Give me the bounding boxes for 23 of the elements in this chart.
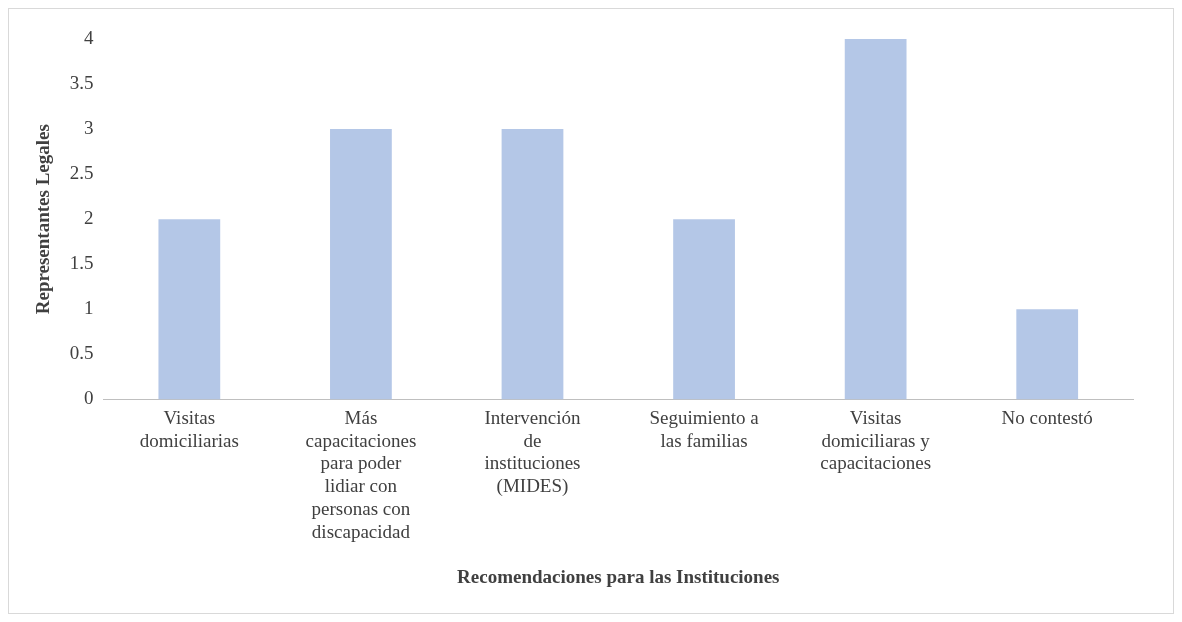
y-tick-label: 1.5 (69, 252, 94, 274)
y-tick-label: 4 (84, 26, 95, 48)
x-tick-label: No contestó (1001, 406, 1093, 428)
y-tick-label: 3.5 (69, 72, 94, 94)
y-tick-label: 3 (84, 117, 94, 139)
x-tick-label: Visitas domiciliarias (139, 406, 239, 451)
y-tick-label: 1 (84, 297, 94, 319)
y-tick-label: 2 (84, 207, 94, 229)
x-tick-label: Intervención de instituciones (MIDES) (484, 406, 581, 498)
x-tick-label: Más capacitaciones para poder lidiar con personas con discapacidad (305, 406, 417, 542)
y-axis-title: Representantes Legales (32, 124, 54, 315)
x-tick-label: Seguimiento a las familias (649, 406, 760, 451)
bar (158, 219, 221, 400)
bar (673, 219, 735, 400)
y-tick-label: 0 (84, 387, 94, 409)
x-tick-label: Visitas domiciliaras y capacitaciones (820, 406, 932, 474)
y-tick-label: 2.5 (69, 162, 94, 184)
bar (1016, 309, 1079, 400)
bar (330, 129, 392, 400)
bar (844, 39, 907, 400)
x-axis-title: Recomendaciones para las Instituciones (457, 565, 780, 587)
y-tick-label: 0.5 (69, 342, 94, 364)
bar (501, 129, 564, 400)
